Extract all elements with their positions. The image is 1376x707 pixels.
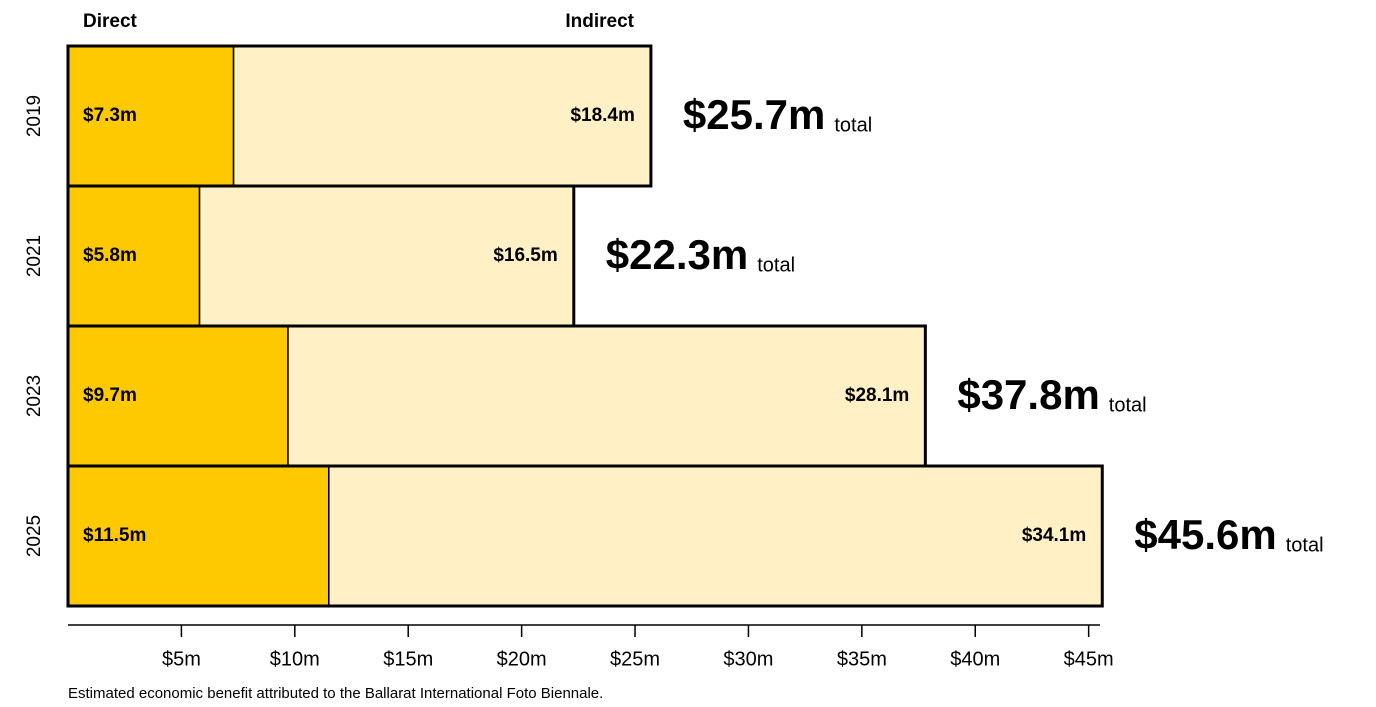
y-tick-label: 2025 <box>24 515 45 557</box>
caption: Estimated economic benefit attributed to… <box>68 685 603 702</box>
total-word: total <box>757 254 795 276</box>
bar-segment <box>328 465 1104 607</box>
x-tick-label: $5m <box>162 648 201 670</box>
bar-segment <box>232 45 652 187</box>
y-tick-label: 2021 <box>24 235 45 277</box>
bar-segment <box>287 325 927 467</box>
legend-direct: Direct <box>83 11 138 32</box>
value-label: $18.4m <box>570 105 634 126</box>
value-label: $5.8m <box>83 245 137 266</box>
y-tick-label: 2019 <box>24 95 45 137</box>
x-tick-label: $10m <box>270 648 320 670</box>
total-label: $22.3m <box>606 231 748 278</box>
bar-segment <box>198 185 575 327</box>
bar-segment <box>67 45 235 187</box>
total-word: total <box>1109 394 1147 416</box>
value-label: $34.1m <box>1022 525 1086 546</box>
x-tick-label: $20m <box>497 648 547 670</box>
total-label: $37.8m <box>957 371 1099 418</box>
value-label: $28.1m <box>845 385 909 406</box>
bar-segment <box>67 325 289 467</box>
x-tick-label: $30m <box>723 648 773 670</box>
x-tick-label: $25m <box>610 648 660 670</box>
total-word: total <box>1286 534 1324 556</box>
total-label: $25.7m <box>683 91 825 138</box>
value-label: $16.5m <box>493 245 557 266</box>
total-word: total <box>834 114 872 136</box>
x-tick-label: $35m <box>837 648 887 670</box>
value-label: $11.5m <box>83 525 146 546</box>
value-label: $7.3m <box>83 105 137 126</box>
y-tick-label: 2023 <box>24 375 45 417</box>
legend-indirect: Indirect <box>565 11 634 32</box>
value-label: $9.7m <box>83 385 137 406</box>
x-tick-label: $15m <box>383 648 433 670</box>
x-tick-label: $40m <box>950 648 1000 670</box>
x-tick-label: $45m <box>1064 648 1114 670</box>
bar-outline <box>66 464 1104 608</box>
total-label: $45.6m <box>1134 511 1276 558</box>
